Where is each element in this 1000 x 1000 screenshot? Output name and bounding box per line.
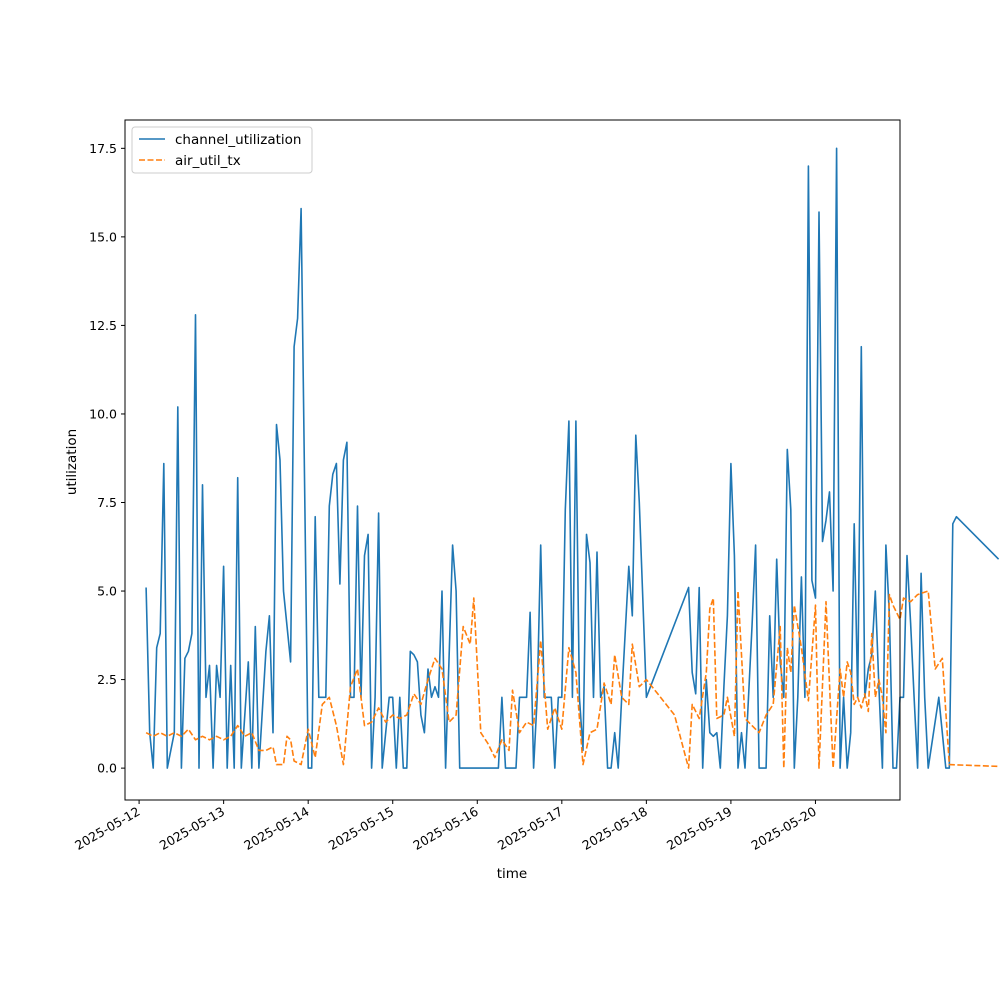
y-tick-label: 7.5: [97, 495, 117, 510]
plot-area: [145, 147, 1000, 769]
y-tick-label: 17.5: [89, 141, 117, 156]
legend-label-air-util-tx: air_util_tx: [175, 153, 241, 169]
y-tick-label: 10.0: [89, 406, 117, 421]
y-axis-label: utilization: [64, 429, 80, 495]
y-tick-label: 2.5: [97, 672, 117, 687]
y-tick-label: 15.0: [89, 229, 117, 244]
x-axis-label: time: [497, 866, 528, 882]
y-tick-label: 12.5: [89, 318, 117, 333]
y-tick-label: 0.0: [97, 761, 117, 776]
legend-box: [131, 126, 313, 174]
y-axis: 0.0 2.5 5.0 7.5 10.0 12.5 15.0 17.5: [89, 141, 125, 776]
axes-frame: [124, 119, 901, 801]
legend-label-channel-utilization: channel_utilization: [175, 132, 302, 148]
series-line-channel-utilization: [145, 147, 1000, 769]
legend: channel_utilization air_util_tx: [131, 126, 313, 174]
series-line-air-util-tx: [145, 590, 999, 769]
y-tick-label: 5.0: [97, 584, 117, 599]
